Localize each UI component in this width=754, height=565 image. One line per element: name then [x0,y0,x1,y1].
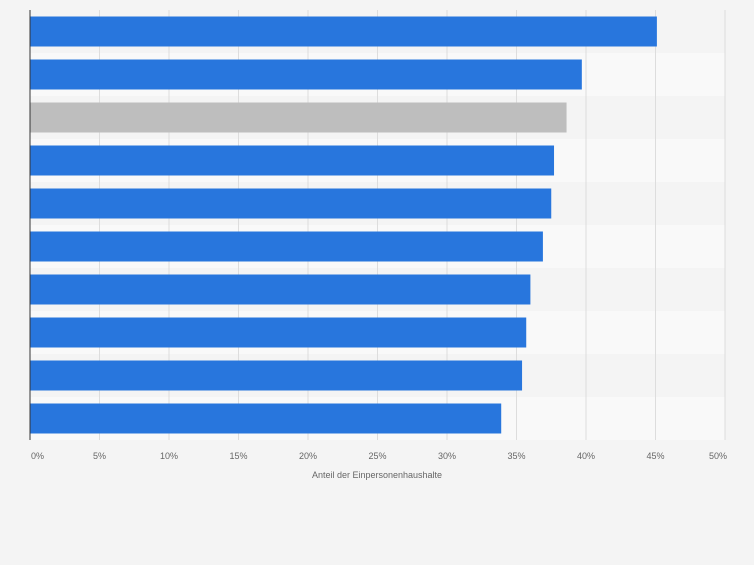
x-tick-label: 15% [229,451,247,461]
bar [30,317,527,348]
x-tick-label: 10% [160,451,178,461]
bar [30,360,523,391]
bar [30,16,657,47]
bar [30,274,531,305]
x-tick-label: 50% [709,451,727,461]
x-tick-label: 35% [507,451,525,461]
x-axis-label: Anteil der Einpersonenhaushalte [312,470,442,480]
bars [30,16,657,434]
x-tick-label: 0% [31,451,44,461]
bar-highlighted [30,102,567,133]
bar [30,231,543,262]
x-tick-label: 45% [646,451,664,461]
x-tick-labels: 0% 5% 10% 15% 20% 25% 30% 35% 40% 45% 50% [31,451,727,461]
bar [30,403,502,434]
bar [30,59,582,90]
x-tick-label: 30% [438,451,456,461]
x-tick-label: 5% [93,451,106,461]
x-tick-label: 25% [368,451,386,461]
x-tick-label: 40% [577,451,595,461]
x-tick-label: 20% [299,451,317,461]
bar [30,145,555,176]
bar [30,188,552,219]
